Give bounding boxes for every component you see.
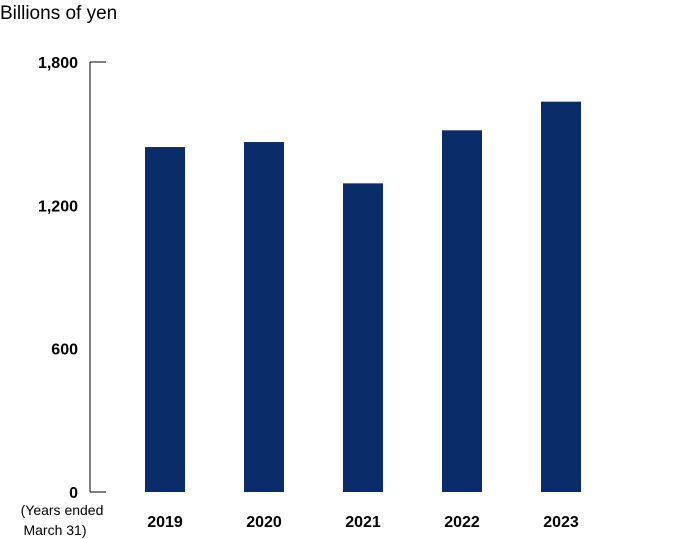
x-tick-label-2019: 2019 [147, 514, 183, 531]
y-tick-label: 1,200 [38, 198, 78, 215]
y-ticks: 0 600 1,200 1,800 [38, 55, 106, 502]
axis-note-line-1: (Years ended [21, 502, 104, 518]
y-tick-label: 0 [69, 485, 78, 502]
x-tick-label-2022: 2022 [444, 514, 480, 531]
x-tick-label-2023: 2023 [543, 514, 579, 531]
y-tick-label: 1,800 [38, 55, 78, 72]
x-labels: 2019 2020 2021 2022 2023 [147, 514, 579, 531]
y-tick-label: 600 [51, 342, 78, 359]
bars [145, 101, 581, 493]
bar-2020 [244, 142, 284, 492]
axis-note-line-2: March 31) [23, 522, 86, 538]
bar-2021 [343, 183, 383, 492]
bar-2023 [541, 101, 581, 493]
x-tick-label-2020: 2020 [246, 514, 282, 531]
bar-2022 [442, 130, 482, 493]
x-tick-label-2021: 2021 [345, 514, 381, 531]
bar-2019 [145, 147, 185, 493]
unit-label: Billions of yen [0, 3, 117, 24]
